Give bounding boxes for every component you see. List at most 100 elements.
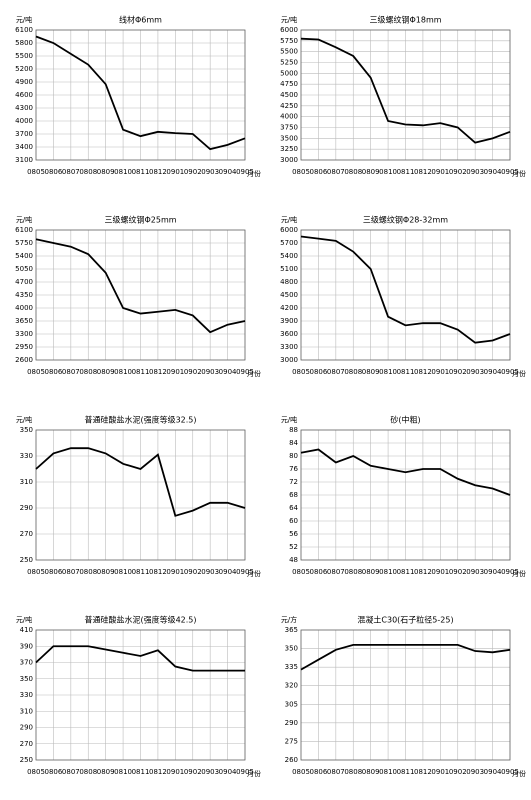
- y-tick-label: 5250: [280, 59, 298, 67]
- chart: 线材Φ6mm 元/吨 3100 3400 3700 4000 4300 4600 4900 520…: [15, 15, 261, 179]
- x-tick-label: 0903: [466, 368, 484, 376]
- x-tick-label: 0904: [484, 768, 502, 776]
- y-tick-label: 3000: [280, 356, 298, 364]
- chart: 三级螺纹钢Φ18mm 元/吨 3000 3250 3500 3750 4000 4250 450…: [280, 15, 526, 179]
- y-tick-label: 4000: [280, 113, 298, 121]
- y-tick-label: 3100: [15, 156, 33, 164]
- y-tick-label: 250: [20, 756, 33, 764]
- y-tick-label: 4900: [15, 78, 33, 86]
- y-tick-label: 3750: [280, 124, 298, 132]
- x-tick-label: 0903: [201, 168, 219, 176]
- x-axis-label: 月份: [247, 769, 261, 778]
- y-tick-label: 290: [20, 504, 33, 512]
- x-tick-label: 0902: [449, 168, 467, 176]
- x-tick-label: 0805: [292, 568, 310, 576]
- y-tick-label: 60: [289, 517, 298, 525]
- x-tick-label: 0805: [27, 768, 45, 776]
- y-tick-label: 3600: [280, 330, 298, 338]
- y-axis-label: 元/吨: [281, 415, 297, 424]
- x-tick-label: 0811: [397, 568, 415, 576]
- x-tick-label: 0905: [501, 168, 519, 176]
- series-line: [300, 448, 511, 496]
- y-tick-label: 330: [20, 691, 33, 699]
- x-tick-label: 0810: [114, 368, 132, 376]
- chart: 普通硅酸盐水泥(强度等级32.5) 元/吨 250 270 290 310 330 350 08…: [16, 415, 261, 579]
- x-tick-label: 0812: [149, 368, 167, 376]
- x-tick-label: 0902: [184, 768, 202, 776]
- x-tick-label: 0904: [219, 768, 237, 776]
- chart: 三级螺纹钢Φ28-32mm 元/吨 3000 3300 3600 3900 4200 4500…: [280, 215, 526, 379]
- x-tick-label: 0905: [501, 568, 519, 576]
- x-tick-label: 0902: [449, 568, 467, 576]
- x-axis-label: 月份: [247, 569, 261, 578]
- plot-frame: [300, 629, 511, 761]
- y-tick-label: 320: [285, 682, 298, 690]
- y-tick-label: 6100: [15, 26, 33, 34]
- y-tick-label: 3000: [280, 156, 298, 164]
- y-tick-label: 350: [285, 645, 298, 653]
- x-tick-label: 0808: [79, 168, 97, 176]
- x-tick-label: 0808: [344, 568, 362, 576]
- x-tick-label: 0805: [27, 168, 45, 176]
- chart-title: 线材Φ6mm: [119, 15, 162, 25]
- y-tick-label: 5400: [15, 252, 33, 260]
- y-tick-label: 370: [20, 659, 33, 667]
- y-tick-label: 5000: [280, 69, 298, 77]
- x-tick-label: 0811: [132, 768, 150, 776]
- y-axis-label: 元/吨: [16, 615, 32, 624]
- y-tick-label: 2950: [15, 343, 33, 351]
- y-tick-label: 64: [289, 504, 298, 512]
- plot-frame: [35, 229, 246, 361]
- x-tick-label: 0812: [414, 168, 432, 176]
- y-tick-label: 5500: [15, 52, 33, 60]
- y-tick-label: 3400: [15, 143, 33, 151]
- y-tick-label: 4200: [280, 304, 298, 312]
- x-tick-label: 0904: [219, 168, 237, 176]
- x-tick-label: 0903: [466, 568, 484, 576]
- x-tick-label: 0905: [501, 368, 519, 376]
- x-tick-label: 0805: [292, 768, 310, 776]
- x-tick-label: 0808: [79, 568, 97, 576]
- chart-title: 三级螺纹钢Φ25mm: [104, 215, 176, 225]
- x-tick-label: 0904: [484, 568, 502, 576]
- y-tick-label: 290: [285, 719, 298, 727]
- y-tick-label: 250: [20, 556, 33, 564]
- chart: 混凝土C30(石子粒径5-25) 元/方 260 275 290 305 320 335 350…: [281, 615, 526, 779]
- x-tick-label: 0902: [449, 768, 467, 776]
- x-tick-label: 0905: [236, 768, 254, 776]
- y-tick-label: 350: [20, 426, 33, 434]
- x-tick-label: 0905: [501, 768, 519, 776]
- y-tick-label: 5800: [15, 39, 33, 47]
- x-tick-label: 0903: [201, 368, 219, 376]
- y-tick-label: 5050: [15, 265, 33, 273]
- chart-title: 混凝土C30(石子粒径5-25): [357, 615, 453, 625]
- y-tick-label: 335: [285, 663, 298, 671]
- x-tick-label: 0805: [27, 368, 45, 376]
- plot-frame: [35, 429, 246, 561]
- x-tick-label: 0905: [236, 168, 254, 176]
- x-tick-label: 0809: [97, 368, 115, 376]
- chart: 普通硅酸盐水泥(强度等级42.5) 元/吨 250 270 290 310 330 350 37…: [16, 615, 261, 779]
- y-tick-label: 52: [289, 543, 298, 551]
- y-tick-label: 56: [289, 530, 298, 538]
- y-tick-label: 290: [20, 724, 33, 732]
- series-line: [300, 235, 511, 344]
- x-tick-label: 0905: [236, 568, 254, 576]
- y-tick-label: 3250: [280, 145, 298, 153]
- y-tick-label: 68: [289, 491, 298, 499]
- x-tick-label: 0811: [397, 368, 415, 376]
- x-tick-label: 0810: [114, 568, 132, 576]
- chart-title: 普通硅酸盐水泥(强度等级42.5): [84, 615, 196, 625]
- y-tick-label: 5750: [15, 239, 33, 247]
- x-tick-label: 0806: [45, 568, 63, 576]
- y-axis-label: 元/吨: [16, 15, 32, 24]
- x-tick-label: 0812: [149, 568, 167, 576]
- y-tick-label: 6000: [280, 226, 298, 234]
- x-axis-label: 月份: [247, 369, 261, 378]
- y-tick-label: 4800: [280, 278, 298, 286]
- y-tick-label: 4300: [15, 104, 33, 112]
- x-tick-label: 0902: [184, 168, 202, 176]
- x-tick-label: 0809: [97, 168, 115, 176]
- x-tick-label: 0901: [431, 168, 449, 176]
- x-axis-label: 月份: [247, 169, 261, 178]
